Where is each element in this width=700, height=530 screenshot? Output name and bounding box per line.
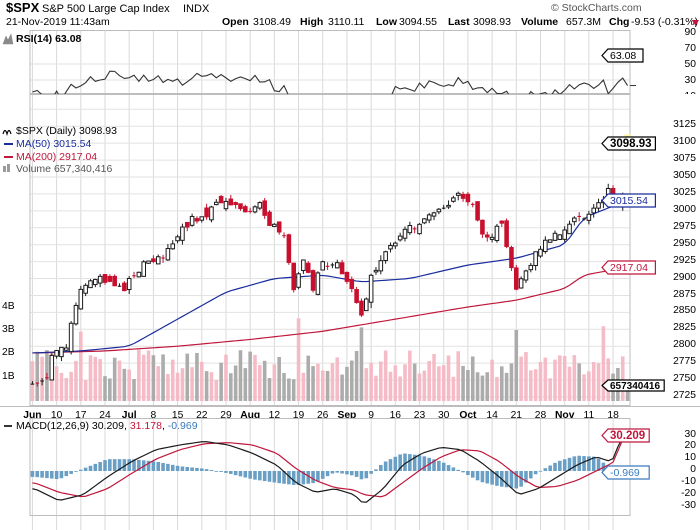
svg-text:3015.54: 3015.54 (610, 195, 648, 207)
svg-text:63.08: 63.08 (610, 50, 636, 62)
svg-text:$SPX: $SPX (6, 0, 40, 15)
svg-text:657.3M: 657.3M (566, 16, 601, 28)
svg-text:Last: Last (448, 16, 470, 28)
svg-text:3108.49: 3108.49 (253, 16, 291, 28)
svg-text:21-Nov-2019 11:43am: 21-Nov-2019 11:43am (6, 16, 110, 28)
svg-text:$SPX (Daily) 3098.93: $SPX (Daily) 3098.93 (16, 125, 117, 137)
svg-text:3098.93: 3098.93 (610, 138, 652, 150)
svg-text:INDX: INDX (183, 3, 210, 15)
svg-text:657340416: 657340416 (610, 381, 660, 392)
svg-text:MACD(12,26,9) 30.209, 31.178,: MACD(12,26,9) 30.209, 31.178, -0.969 (16, 420, 198, 432)
svg-text:3094.55: 3094.55 (399, 16, 437, 28)
svg-text:30.209: 30.209 (610, 430, 645, 442)
svg-text:RSI(14) 63.08: RSI(14) 63.08 (16, 33, 82, 45)
svg-text:Chg: Chg (609, 16, 629, 28)
svg-text:S&P 500 Large Cap Index: S&P 500 Large Cap Index (42, 3, 170, 15)
svg-text:High: High (300, 16, 323, 28)
svg-text:Low: Low (376, 16, 398, 28)
svg-text:2917.04: 2917.04 (610, 262, 648, 274)
svg-text:Open: Open (222, 16, 249, 28)
svg-text:-0.969: -0.969 (610, 467, 640, 479)
svg-text:MA(50) 3015.54: MA(50) 3015.54 (16, 138, 91, 150)
svg-text:3098.93: 3098.93 (473, 16, 511, 28)
svg-text:3110.11: 3110.11 (328, 16, 365, 28)
svg-text:© StockCharts.com: © StockCharts.com (551, 2, 642, 14)
svg-text:MA(200) 2917.04: MA(200) 2917.04 (16, 151, 97, 163)
svg-text:Volume: Volume (521, 16, 558, 28)
svg-text:Volume 657,340,416: Volume 657,340,416 (16, 163, 112, 175)
